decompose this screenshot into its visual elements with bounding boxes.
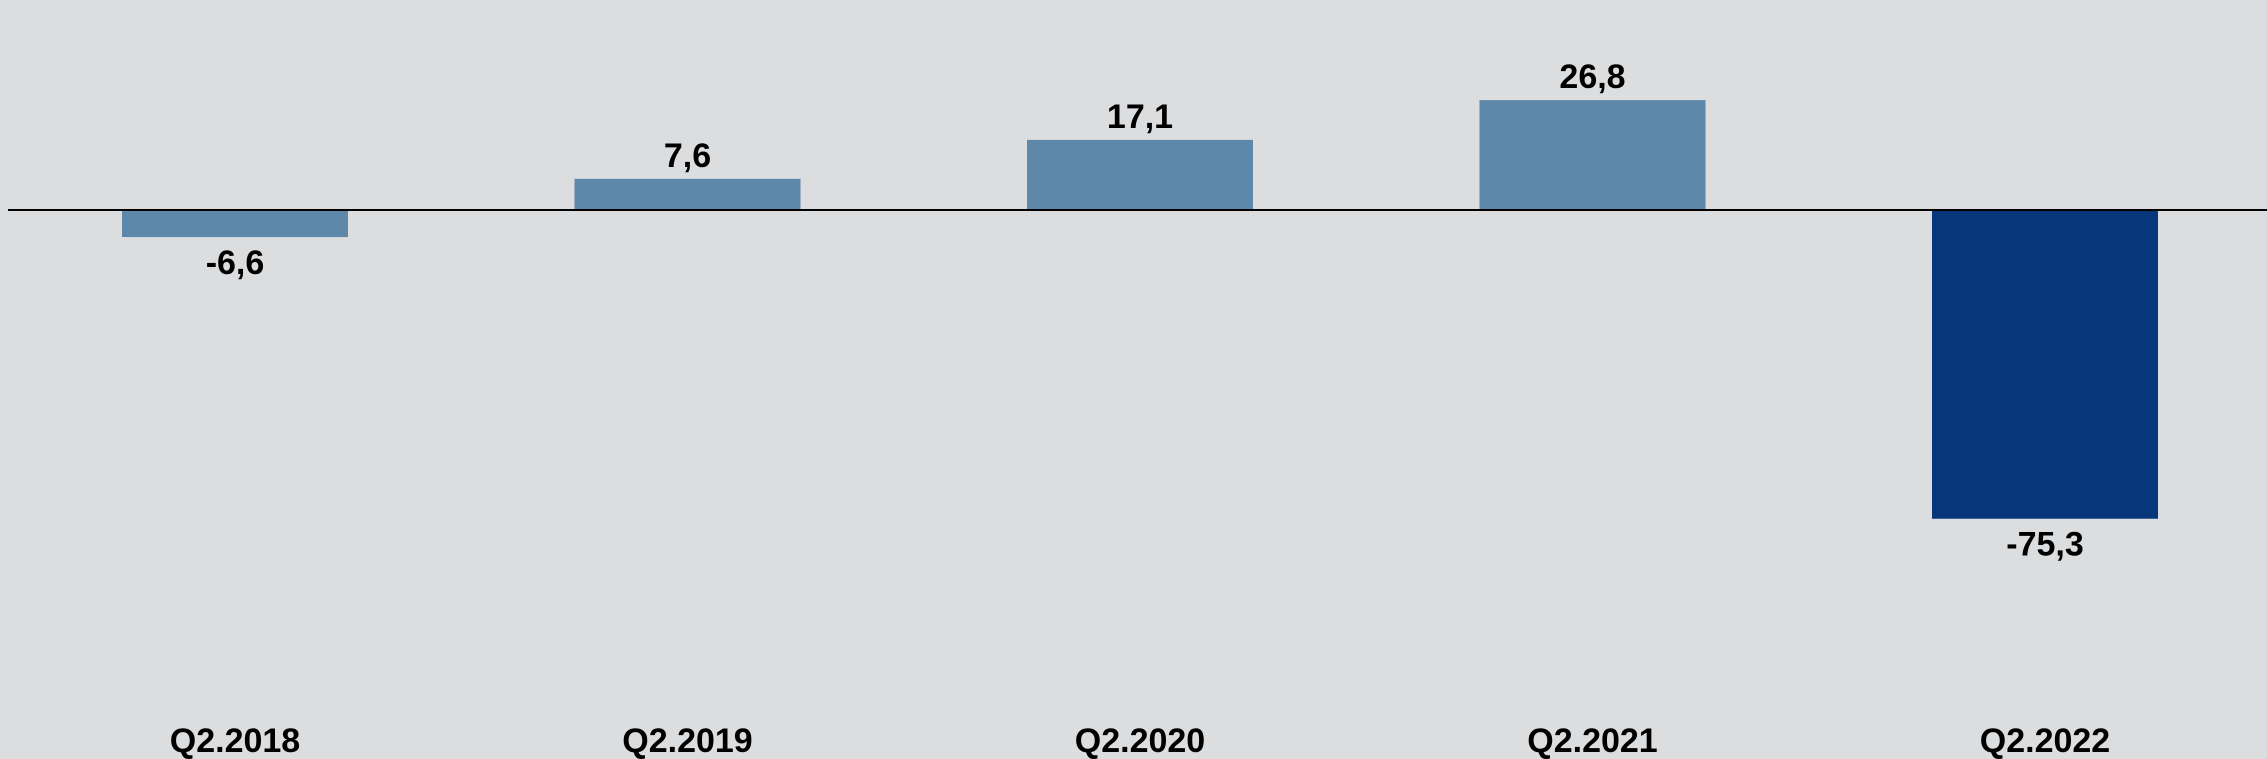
value-label: 7,6: [664, 137, 711, 175]
category-label: Q2.2020: [1075, 722, 1205, 759]
category-label: Q2.2022: [1980, 722, 2110, 759]
category-label: Q2.2021: [1527, 722, 1657, 759]
bar-Q2.2019: [574, 178, 801, 210]
value-label: -6,6: [206, 244, 265, 282]
value-label: 17,1: [1107, 98, 1173, 136]
category-label: Q2.2018: [170, 722, 300, 759]
bar-group: [122, 100, 2158, 519]
category-label-group: Q2.2018 Q2.2019 Q2.2020 Q2.2021 Q2.2022: [170, 722, 2110, 759]
value-label-group: -6,6 7,6 17,1 26,8 -75,3: [206, 58, 2084, 564]
value-label: 26,8: [1559, 58, 1625, 96]
category-label: Q2.2019: [622, 722, 752, 759]
value-label: -75,3: [2006, 526, 2084, 564]
bar-Q2.2018: [122, 210, 348, 238]
bar-Q2.2021: [1479, 100, 1706, 210]
bar-Q2.2022: [1932, 210, 2158, 519]
bar-Q2.2020: [1027, 139, 1253, 210]
